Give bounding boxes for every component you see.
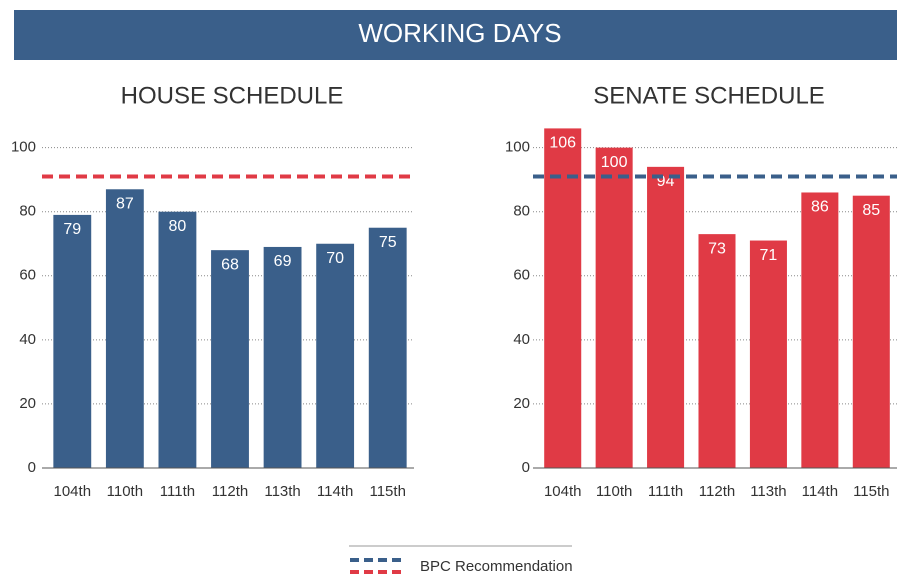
x-tick-label: 104th bbox=[544, 483, 582, 500]
bar bbox=[211, 250, 249, 468]
x-tick-label: 113th bbox=[750, 483, 786, 500]
y-tick-label: 40 bbox=[19, 331, 36, 348]
legend-label: BPC Recommendation bbox=[420, 558, 573, 575]
x-tick-label: 114th bbox=[317, 483, 353, 500]
value-label: 79 bbox=[63, 221, 81, 238]
value-label: 106 bbox=[549, 135, 576, 152]
bar bbox=[105, 189, 144, 468]
chart-title: HOUSE SCHEDULE bbox=[121, 82, 344, 109]
x-tick-label: 110th bbox=[107, 483, 143, 500]
value-label: 69 bbox=[274, 253, 292, 270]
bar bbox=[647, 166, 685, 468]
bar bbox=[698, 234, 736, 468]
value-label: 85 bbox=[862, 202, 880, 219]
header-band bbox=[14, 10, 897, 60]
y-tick-label: 80 bbox=[19, 203, 36, 220]
chart-title: SENATE SCHEDULE bbox=[593, 82, 825, 109]
bar bbox=[53, 214, 92, 468]
x-tick-label: 110th bbox=[596, 483, 632, 500]
y-tick-label: 80 bbox=[513, 203, 530, 220]
bar bbox=[263, 246, 302, 468]
header-title: WORKING DAYS bbox=[358, 18, 561, 48]
y-tick-label: 40 bbox=[513, 331, 530, 348]
value-label: 100 bbox=[601, 154, 628, 171]
x-tick-label: 111th bbox=[648, 483, 683, 500]
bar bbox=[852, 195, 890, 468]
y-tick-label: 100 bbox=[11, 139, 36, 156]
y-tick-label: 0 bbox=[28, 459, 36, 476]
value-label: 71 bbox=[760, 247, 778, 264]
bar bbox=[801, 192, 839, 468]
x-tick-label: 115th bbox=[369, 483, 405, 500]
x-tick-label: 113th bbox=[264, 483, 300, 500]
value-label: 70 bbox=[326, 250, 344, 267]
x-tick-label: 115th bbox=[853, 483, 889, 500]
bar bbox=[749, 240, 787, 468]
x-tick-label: 112th bbox=[699, 483, 735, 500]
value-label: 80 bbox=[169, 218, 187, 235]
value-label: 86 bbox=[811, 199, 829, 216]
bar bbox=[368, 227, 407, 468]
bar bbox=[544, 128, 582, 468]
y-tick-label: 100 bbox=[505, 139, 530, 156]
y-tick-label: 0 bbox=[522, 459, 530, 476]
x-tick-label: 104th bbox=[54, 483, 92, 500]
y-tick-label: 60 bbox=[513, 267, 530, 284]
value-label: 68 bbox=[221, 256, 239, 273]
x-tick-label: 114th bbox=[802, 483, 838, 500]
value-label: 73 bbox=[708, 240, 726, 257]
value-label: 75 bbox=[379, 234, 397, 251]
bar bbox=[595, 147, 633, 468]
value-label: 87 bbox=[116, 195, 134, 212]
y-tick-label: 20 bbox=[19, 395, 36, 412]
y-tick-label: 20 bbox=[513, 395, 530, 412]
y-tick-label: 60 bbox=[19, 267, 36, 284]
x-tick-label: 112th bbox=[212, 483, 248, 500]
bar bbox=[158, 211, 197, 468]
x-tick-label: 111th bbox=[160, 483, 195, 500]
bar bbox=[316, 243, 355, 468]
